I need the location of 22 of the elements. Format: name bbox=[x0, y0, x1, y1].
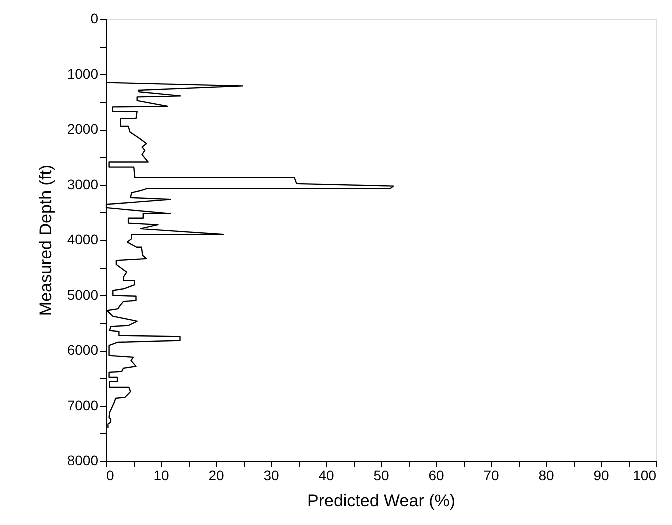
y-tick-label: 2000 bbox=[67, 121, 99, 137]
y-tick-label: 3000 bbox=[67, 176, 99, 192]
y-tick-label: 8000 bbox=[67, 452, 99, 468]
y-tick-label: 0 bbox=[90, 10, 99, 26]
x-tick-label: 10 bbox=[154, 468, 170, 484]
y-tick-label: 6000 bbox=[67, 342, 99, 358]
y-tick-label: 4000 bbox=[67, 232, 99, 248]
y-tick-label: 5000 bbox=[67, 286, 99, 303]
x-tick-label: 100 bbox=[633, 468, 657, 484]
x-tick-label: 0 bbox=[106, 468, 114, 484]
x-tick-label: 70 bbox=[484, 468, 500, 484]
y-tick-label: 1000 bbox=[67, 66, 99, 82]
y-axis-title: Measured Depth (ft) bbox=[36, 164, 56, 316]
x-tick-label: 80 bbox=[538, 468, 554, 484]
x-tick-label: 30 bbox=[264, 468, 280, 484]
y-tick-label: 7000 bbox=[67, 397, 99, 414]
x-tick-label: 50 bbox=[374, 468, 390, 484]
x-tick-label: 90 bbox=[594, 468, 610, 484]
x-tick-label: 60 bbox=[428, 468, 444, 484]
x-tick-label: 40 bbox=[318, 468, 334, 484]
x-tick-label: 20 bbox=[208, 468, 224, 484]
x-axis-title: Predicted Wear (%) bbox=[307, 492, 456, 510]
